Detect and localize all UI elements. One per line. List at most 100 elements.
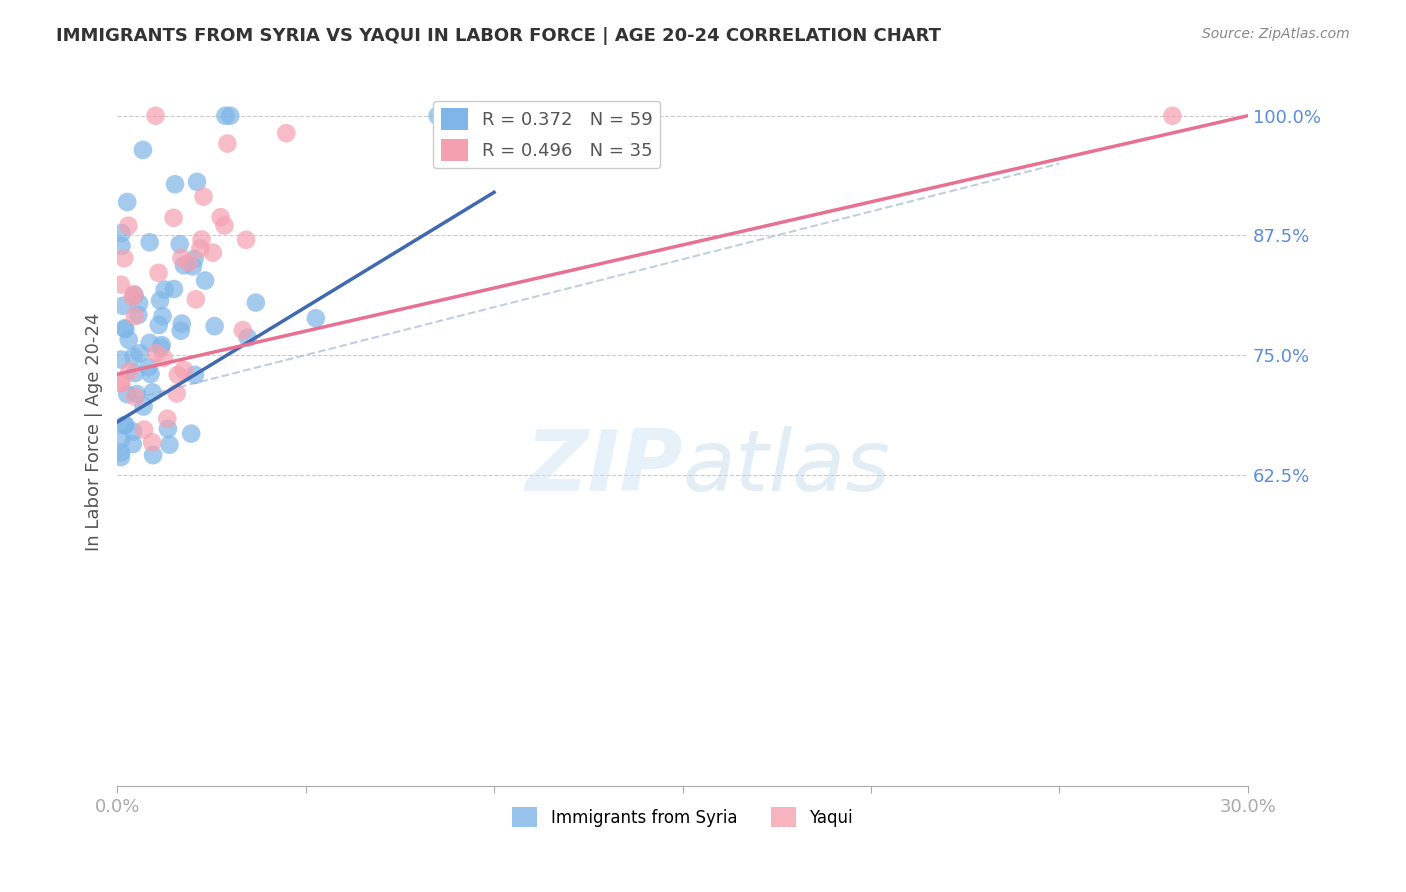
Yaqui — [188, 241, 211, 255]
Immigrants from Syria — [305, 311, 328, 326]
Immigrants from Syria — [148, 318, 170, 332]
Yaqui — [217, 136, 239, 151]
Yaqui — [118, 364, 141, 378]
Yaqui — [190, 232, 212, 246]
Yaqui — [132, 423, 155, 437]
Immigrants from Syria — [142, 448, 165, 462]
Yaqui — [124, 390, 146, 404]
Immigrants from Syria — [138, 360, 160, 375]
Immigrants from Syria — [110, 239, 132, 253]
Yaqui — [166, 368, 188, 382]
Yaqui — [117, 219, 139, 233]
Yaqui — [145, 109, 167, 123]
Immigrants from Syria — [139, 335, 162, 350]
Immigrants from Syria — [115, 387, 138, 401]
Immigrants from Syria — [184, 368, 207, 382]
Yaqui — [1161, 109, 1184, 123]
Yaqui — [145, 346, 167, 360]
Immigrants from Syria — [169, 237, 191, 252]
Yaqui — [232, 323, 254, 337]
Immigrants from Syria — [153, 283, 176, 297]
Immigrants from Syria — [236, 331, 259, 345]
Yaqui — [166, 386, 188, 401]
Yaqui — [122, 287, 145, 301]
Immigrants from Syria — [163, 178, 186, 192]
Text: atlas: atlas — [682, 425, 890, 508]
Immigrants from Syria — [114, 322, 136, 336]
Yaqui — [193, 189, 215, 203]
Immigrants from Syria — [138, 235, 160, 250]
Immigrants from Syria — [128, 296, 150, 310]
Yaqui — [184, 293, 207, 307]
Y-axis label: In Labor Force | Age 20-24: In Labor Force | Age 20-24 — [86, 312, 103, 550]
Immigrants from Syria — [219, 109, 242, 123]
Immigrants from Syria — [180, 426, 202, 441]
Immigrants from Syria — [110, 432, 132, 446]
Immigrants from Syria — [156, 422, 179, 436]
Immigrants from Syria — [170, 324, 193, 338]
Yaqui — [214, 219, 236, 233]
Immigrants from Syria — [110, 450, 132, 464]
Yaqui — [112, 251, 135, 265]
Yaqui — [110, 277, 132, 292]
Yaqui — [141, 435, 163, 450]
Immigrants from Syria — [139, 367, 162, 381]
Yaqui — [209, 211, 232, 225]
Text: IMMIGRANTS FROM SYRIA VS YAQUI IN LABOR FORCE | AGE 20-24 CORRELATION CHART: IMMIGRANTS FROM SYRIA VS YAQUI IN LABOR … — [56, 27, 941, 45]
Immigrants from Syria — [115, 194, 138, 209]
Immigrants from Syria — [132, 400, 155, 414]
Yaqui — [173, 362, 195, 376]
Immigrants from Syria — [122, 350, 145, 364]
Yaqui — [170, 251, 193, 265]
Immigrants from Syria — [150, 338, 173, 352]
Yaqui — [110, 376, 132, 390]
Immigrants from Syria — [112, 418, 135, 433]
Yaqui — [124, 309, 146, 323]
Text: Source: ZipAtlas.com: Source: ZipAtlas.com — [1202, 27, 1350, 41]
Immigrants from Syria — [163, 282, 186, 296]
Immigrants from Syria — [114, 321, 136, 335]
Immigrants from Syria — [111, 226, 134, 240]
Immigrants from Syria — [214, 109, 236, 123]
Yaqui — [276, 126, 298, 140]
Immigrants from Syria — [194, 274, 217, 288]
Yaqui — [235, 233, 257, 247]
Text: ZIP: ZIP — [524, 425, 682, 508]
Immigrants from Syria — [110, 445, 132, 459]
Immigrants from Syria — [183, 252, 205, 266]
Yaqui — [110, 376, 132, 391]
Immigrants from Syria — [132, 143, 155, 157]
Immigrants from Syria — [111, 299, 134, 313]
Yaqui — [148, 266, 170, 280]
Immigrants from Syria — [204, 319, 226, 334]
Yaqui — [201, 245, 224, 260]
Immigrants from Syria — [142, 385, 165, 400]
Immigrants from Syria — [128, 346, 150, 360]
Immigrants from Syria — [173, 258, 195, 272]
Yaqui — [177, 256, 200, 270]
Yaqui — [153, 351, 176, 365]
Yaqui — [162, 211, 184, 225]
Yaqui — [156, 411, 179, 425]
Immigrants from Syria — [127, 308, 149, 322]
Immigrants from Syria — [245, 295, 267, 310]
Immigrants from Syria — [181, 260, 204, 274]
Legend: Immigrants from Syria, Yaqui: Immigrants from Syria, Yaqui — [506, 800, 859, 834]
Immigrants from Syria — [122, 425, 145, 439]
Immigrants from Syria — [149, 341, 172, 355]
Immigrants from Syria — [114, 417, 136, 432]
Immigrants from Syria — [124, 288, 146, 302]
Immigrants from Syria — [125, 387, 148, 401]
Immigrants from Syria — [159, 438, 181, 452]
Immigrants from Syria — [124, 366, 146, 380]
Immigrants from Syria — [186, 175, 208, 189]
Immigrants from Syria — [152, 310, 174, 324]
Immigrants from Syria — [121, 437, 143, 451]
Immigrants from Syria — [118, 333, 141, 347]
Immigrants from Syria — [426, 109, 449, 123]
Yaqui — [121, 290, 143, 304]
Immigrants from Syria — [464, 109, 486, 123]
Immigrants from Syria — [149, 293, 172, 308]
Immigrants from Syria — [170, 317, 193, 331]
Immigrants from Syria — [110, 352, 132, 367]
